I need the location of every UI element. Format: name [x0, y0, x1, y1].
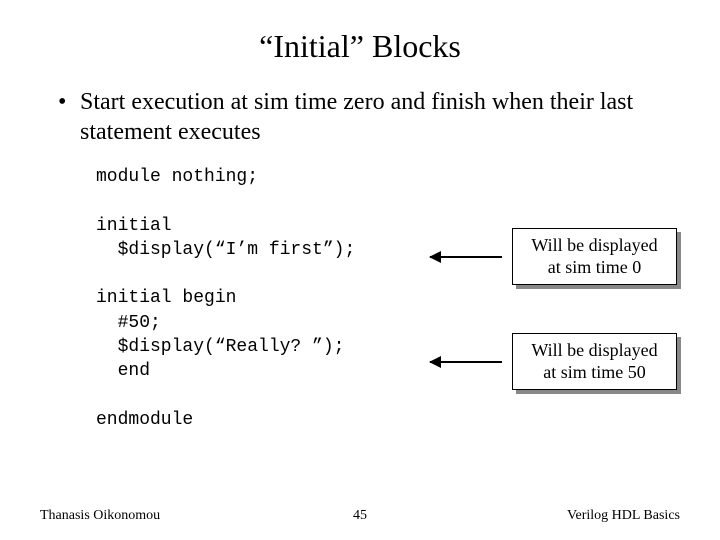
slide-title: “Initial” Blocks — [40, 28, 680, 65]
code-line: initial begin — [96, 288, 236, 308]
code-line: $display(“Really? ”); — [96, 337, 344, 357]
callout-1: Will be displayed at sim time 0 — [430, 228, 680, 285]
footer-topic: Verilog HDL Basics — [567, 508, 680, 524]
callout-2: Will be displayed at sim time 50 — [430, 333, 680, 390]
code-line: end — [96, 361, 150, 381]
footer: Thanasis Oikonomou 45 Verilog HDL Basics — [40, 508, 680, 524]
slide: “Initial” Blocks Start execution at sim … — [0, 0, 720, 540]
arrow-left-icon — [430, 256, 502, 258]
footer-author: Thanasis Oikonomou — [40, 508, 160, 524]
code-line: initial — [96, 216, 172, 236]
callout-text: at sim time 0 — [521, 257, 668, 279]
callout-text: Will be displayed — [521, 340, 668, 362]
callout-box-2: Will be displayed at sim time 50 — [512, 333, 677, 390]
callout-box-1: Will be displayed at sim time 0 — [512, 228, 677, 285]
footer-page-number: 45 — [353, 508, 367, 524]
callout-text: at sim time 50 — [521, 362, 668, 384]
code-line: $display(“I’m first”); — [96, 240, 355, 260]
code-line: module nothing; — [96, 167, 258, 187]
bullet-point: Start execution at sim time zero and fin… — [58, 87, 660, 147]
callout-text: Will be displayed — [521, 235, 668, 257]
code-line: #50; — [96, 313, 161, 333]
arrow-left-icon — [430, 361, 502, 363]
callouts-container: Will be displayed at sim time 0 Will be … — [430, 228, 680, 438]
code-line: endmodule — [96, 410, 193, 430]
